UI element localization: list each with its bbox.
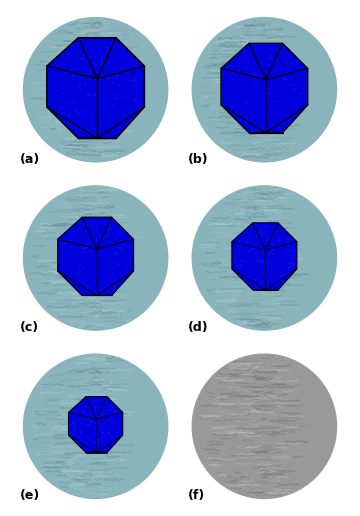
Polygon shape xyxy=(232,223,297,290)
Circle shape xyxy=(192,17,337,163)
Text: (f): (f) xyxy=(188,490,206,503)
Circle shape xyxy=(23,17,168,163)
Polygon shape xyxy=(58,217,134,296)
Polygon shape xyxy=(47,38,144,138)
Polygon shape xyxy=(221,43,308,133)
Text: (c): (c) xyxy=(19,321,39,334)
Polygon shape xyxy=(68,397,123,453)
Text: (a): (a) xyxy=(19,153,40,166)
Circle shape xyxy=(23,185,168,331)
Text: (e): (e) xyxy=(19,490,40,503)
Circle shape xyxy=(192,353,337,499)
Text: (b): (b) xyxy=(188,153,209,166)
Circle shape xyxy=(23,353,168,499)
Circle shape xyxy=(192,185,337,331)
Text: (d): (d) xyxy=(188,321,209,334)
